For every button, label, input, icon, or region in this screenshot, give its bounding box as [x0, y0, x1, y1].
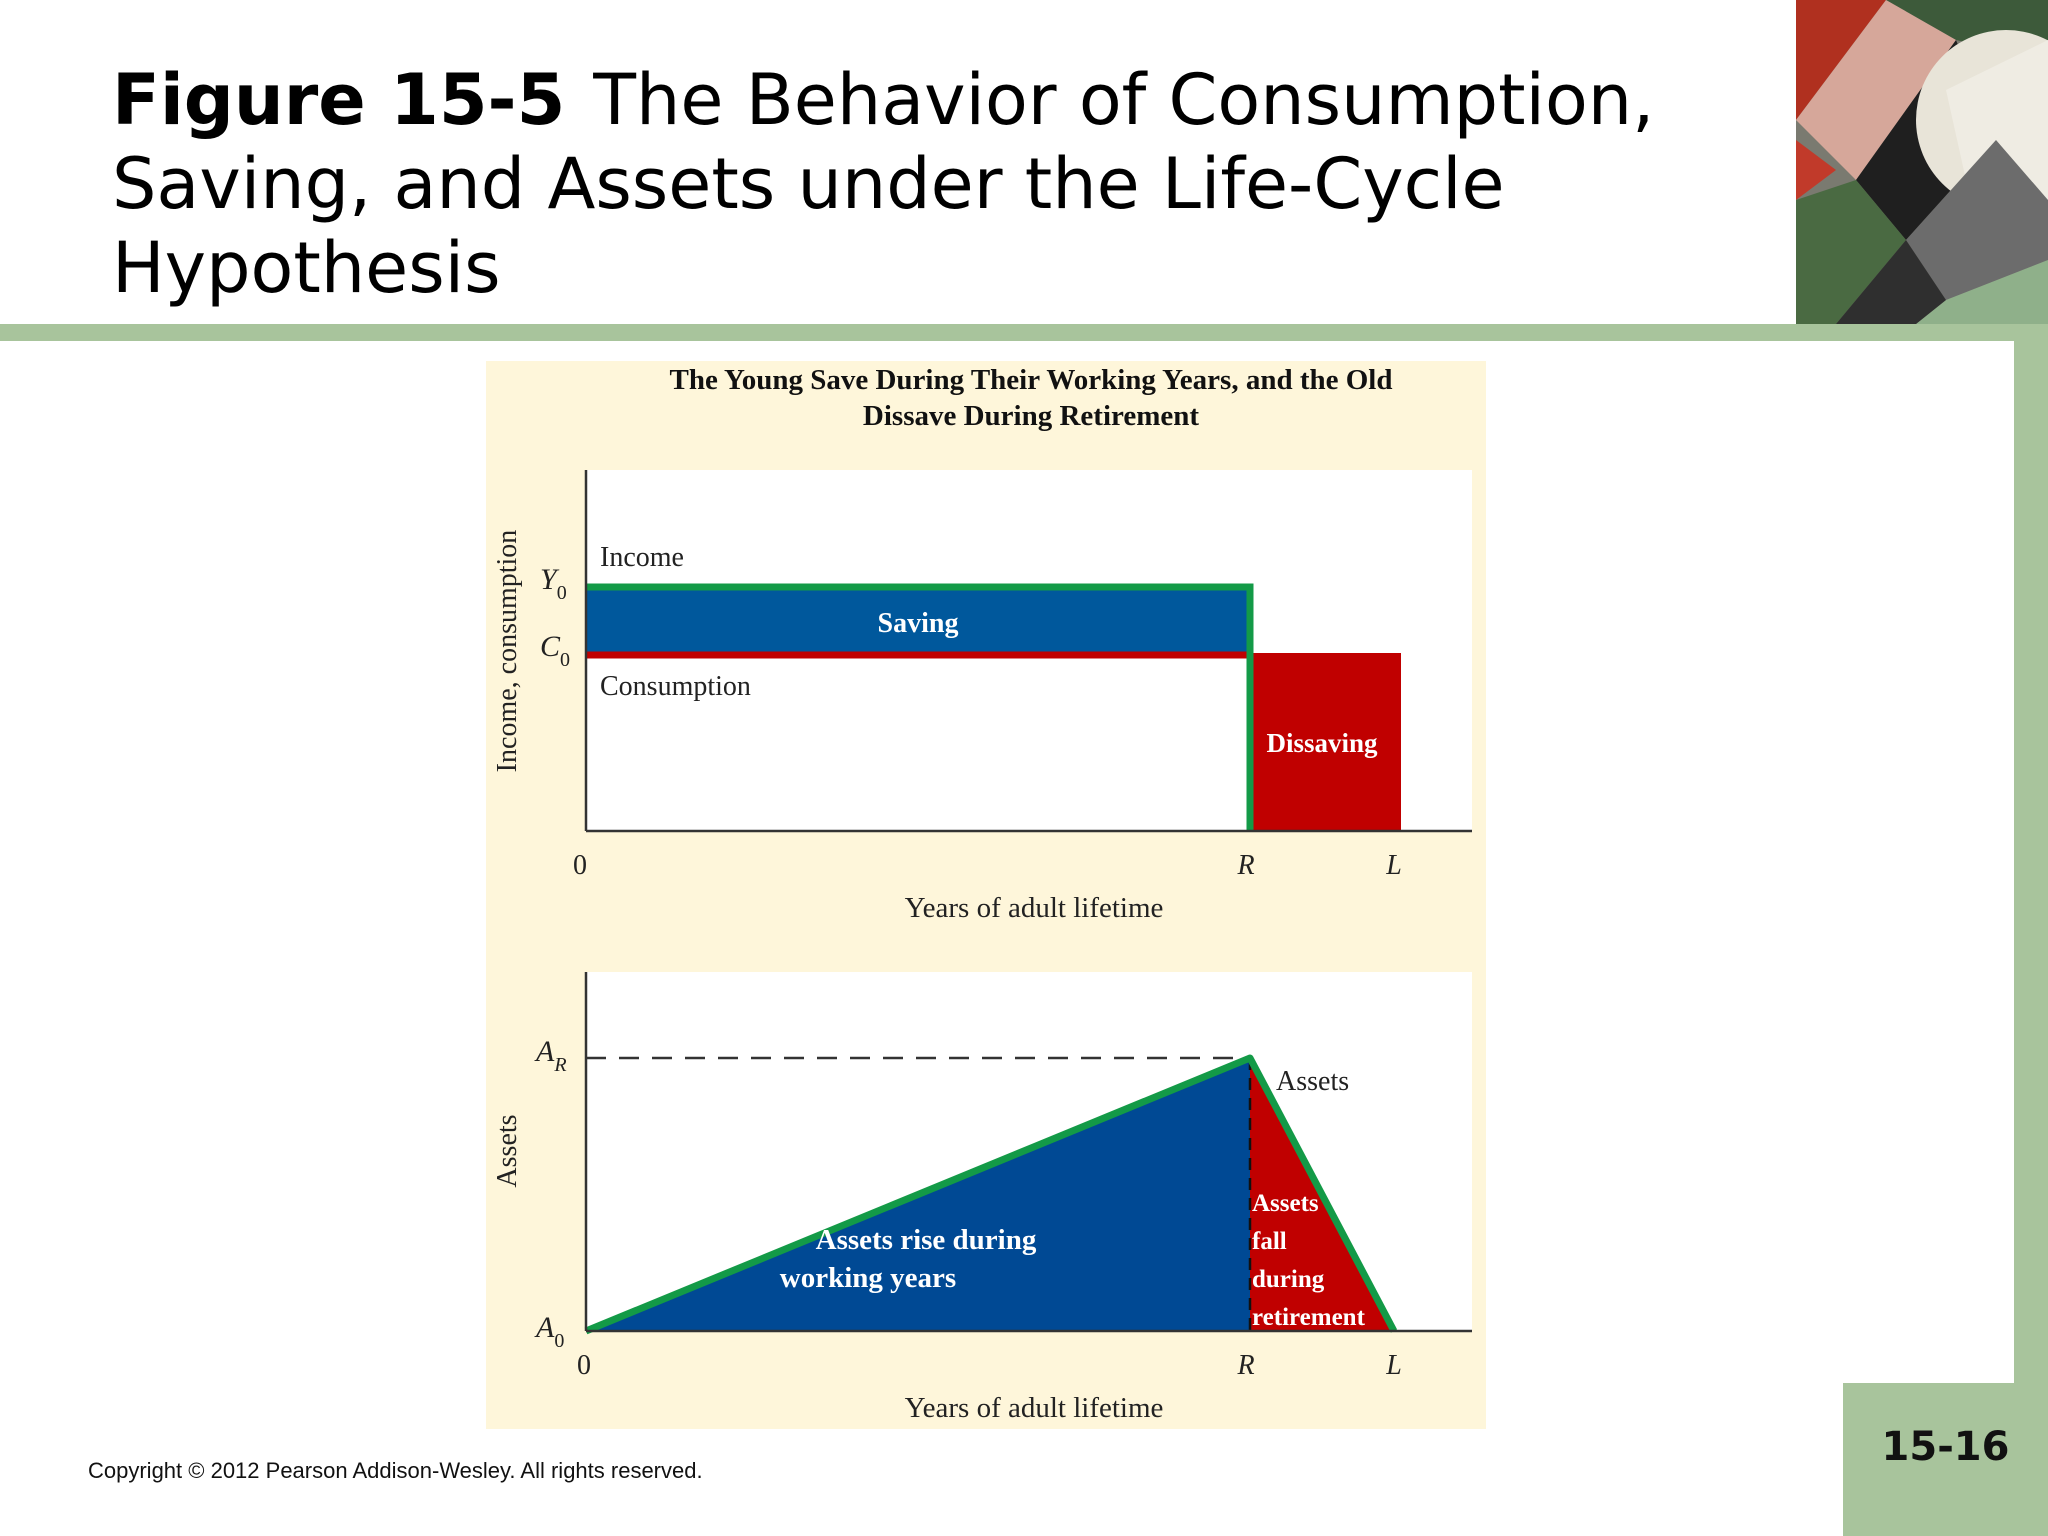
- top-x-axis-label: Years of adult lifetime: [905, 892, 1164, 924]
- assets-line: [584, 1054, 1398, 1335]
- figure-title-line2: Dissave During Retirement: [863, 400, 1199, 432]
- saving-label: Saving: [878, 608, 959, 639]
- y-tick-income: Y0: [540, 563, 567, 604]
- page-number: 15-16: [1881, 1424, 2010, 1470]
- assets-label: Assets: [1276, 1066, 1349, 1097]
- assets-rise-label-line2: working years: [780, 1262, 956, 1294]
- decorative-artwork: [1796, 0, 2048, 324]
- figure-title: The Behavior of Consumption, Saving, and…: [112, 59, 1655, 309]
- life-cycle-figure: The Young Save During Their Working Year…: [486, 361, 1486, 1429]
- top-x-tick-R: R: [1236, 850, 1254, 881]
- bottom-x-tick-R: R: [1236, 1350, 1254, 1381]
- copyright-notice: Copyright © 2012 Pearson Addison-Wesley.…: [88, 1458, 703, 1483]
- consumption-label: Consumption: [600, 671, 751, 702]
- assets-rise-label-line1: Assets rise during: [816, 1224, 1037, 1256]
- right-accent-bar: [2014, 324, 2048, 1536]
- top-y-axis-label: Income, consumption: [492, 530, 523, 773]
- y-tick-a0: A0: [534, 1311, 564, 1352]
- y-tick-consumption: C0: [540, 630, 570, 671]
- income-line: [586, 583, 1254, 831]
- bottom-x-tick-0: 0: [577, 1350, 591, 1381]
- top-x-tick-0: 0: [573, 850, 587, 881]
- slide-title: Figure 15-5 The Behavior of Consumption, …: [112, 58, 1752, 310]
- figure-number: Figure 15-5: [112, 59, 566, 141]
- assets-fall-label-line2: fall: [1252, 1228, 1287, 1255]
- bottom-x-axis-label: Years of adult lifetime: [905, 1392, 1164, 1424]
- figure-title-line1: The Young Save During Their Working Year…: [669, 364, 1392, 396]
- saving-area: [586, 587, 1250, 655]
- top-x-tick-L: L: [1385, 850, 1402, 881]
- page-number-box: [1843, 1383, 2048, 1536]
- assets-fall-label-line1: Assets: [1252, 1190, 1319, 1217]
- dissaving-area: [1252, 653, 1401, 831]
- bottom-x-tick-L: L: [1385, 1350, 1402, 1381]
- assets-fall-label-line3: during: [1252, 1266, 1325, 1293]
- title-divider-band: [0, 324, 2048, 341]
- dissaving-label: Dissaving: [1266, 728, 1378, 758]
- y-tick-ar: AR: [534, 1035, 567, 1076]
- bottom-y-axis-label: Assets: [492, 1114, 523, 1187]
- assets-fall-label-line4: retirement: [1252, 1304, 1366, 1331]
- income-label: Income: [600, 542, 684, 573]
